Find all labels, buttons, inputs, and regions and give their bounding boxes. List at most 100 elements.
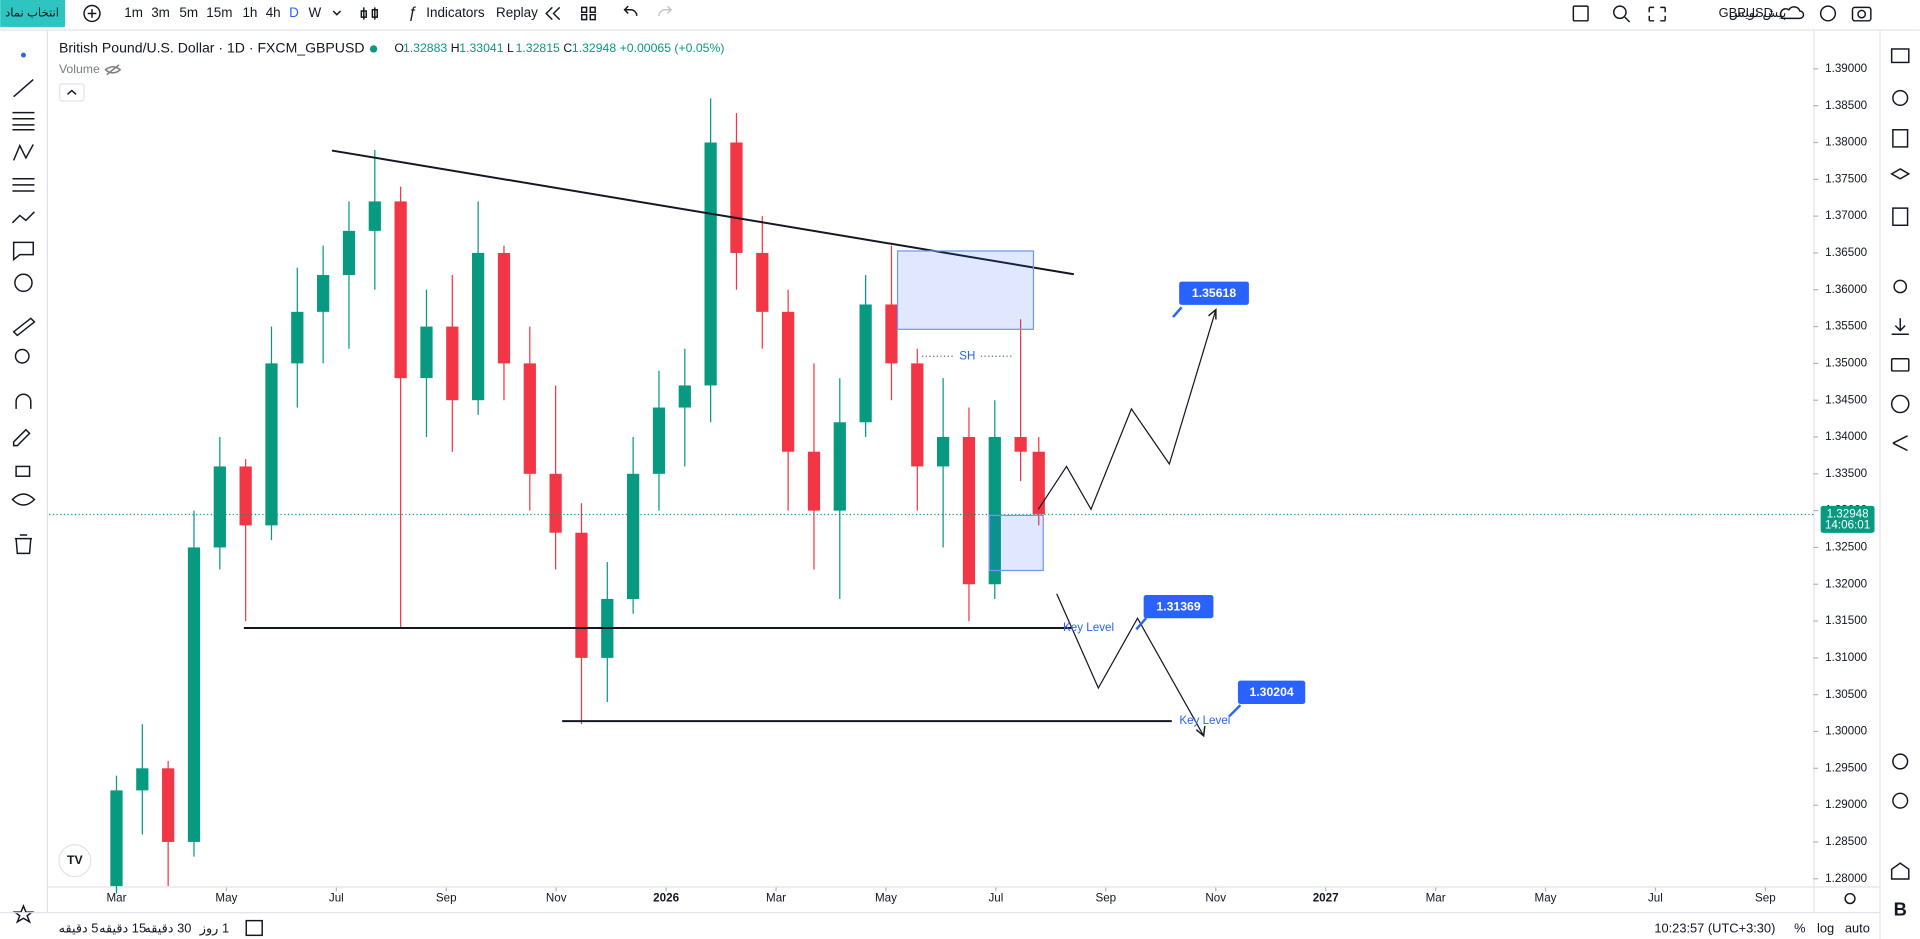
hide-tool[interactable] — [11, 493, 36, 506]
candle-body — [885, 304, 898, 364]
auto-toggle[interactable]: auto — [1845, 921, 1870, 936]
axis-settings-icon[interactable] — [1844, 892, 1856, 905]
y-tick-label: 1.37000 — [1825, 209, 1868, 222]
replay-icon — [545, 6, 561, 21]
magnet-tool[interactable] — [15, 393, 32, 409]
target-label: 1.35618 — [1192, 286, 1236, 300]
key-level-label: Key Level — [1179, 714, 1230, 727]
y-tick-label: 1.31000 — [1825, 651, 1868, 664]
collapse-legend-button[interactable] — [58, 83, 85, 102]
zoom-tool[interactable] — [14, 348, 30, 364]
y-tick-label: 1.30000 — [1825, 725, 1868, 738]
support-icon[interactable] — [1892, 792, 1909, 809]
trendline-tool[interactable] — [13, 79, 34, 98]
alerts-icon[interactable] — [1892, 89, 1909, 107]
plot-area: 1.39000 1.38500 1.38000 1.37500 1.37000 1.365… — [49, 62, 1875, 905]
x-tick-label: Mar — [106, 892, 126, 905]
range-button[interactable]: 1 روز — [199, 921, 229, 937]
indicators-button[interactable]: Indicators — [426, 5, 485, 20]
y-tick-label: 1.34000 — [1825, 430, 1868, 443]
candle-body — [575, 532, 588, 658]
logo-badge[interactable] — [58, 844, 92, 878]
icon-tool[interactable] — [14, 273, 33, 293]
last-price-label: 1.32948 — [1827, 508, 1869, 521]
candle-body — [1032, 451, 1045, 515]
maximize-icon[interactable] — [1648, 6, 1666, 22]
interval-button[interactable]: 3m — [151, 5, 170, 20]
x-tick-label: Nov — [1205, 892, 1226, 905]
market-status-dot — [369, 45, 378, 53]
download-icon[interactable] — [1891, 318, 1909, 335]
settings-side-icon[interactable] — [1893, 279, 1908, 294]
ohlc-key: L — [507, 41, 514, 55]
target-label-box — [1237, 680, 1306, 704]
interval-button[interactable]: W — [308, 5, 321, 20]
candle-body — [652, 407, 666, 474]
ruler-tool[interactable] — [12, 317, 36, 337]
fullscreen-icon[interactable] — [1572, 5, 1589, 22]
pattern-tool[interactable] — [12, 143, 34, 161]
interval-button[interactable]: 15m — [206, 5, 232, 20]
add-symbol-icon[interactable] — [83, 4, 101, 23]
range-button[interactable]: 15 دقیقه — [99, 921, 146, 936]
volume-hidden-icon[interactable] — [104, 64, 122, 76]
favorites-tool[interactable] — [12, 903, 35, 924]
percent-toggle[interactable]: % — [1794, 921, 1805, 936]
settings-icon[interactable] — [1819, 5, 1837, 22]
home-icon[interactable] — [1890, 862, 1910, 880]
candle-body — [239, 466, 252, 526]
x-tick-label: 2026 — [653, 892, 679, 905]
y-tick-label: 1.30500 — [1825, 688, 1868, 701]
x-tick-label: Mar — [766, 892, 786, 905]
candle-body — [704, 142, 717, 386]
share-icon[interactable] — [1892, 435, 1908, 452]
y-tick-label: 1.31500 — [1825, 614, 1868, 627]
interval-button[interactable]: 1m — [124, 5, 143, 20]
candle-body — [368, 201, 381, 231]
interval-button[interactable]: 1h — [242, 5, 257, 20]
notification-icon[interactable] — [1892, 753, 1909, 770]
notes-icon[interactable] — [1892, 129, 1909, 148]
y-tick-label: 1.36500 — [1825, 246, 1868, 259]
interval-button[interactable]: 5m — [179, 5, 198, 20]
date-range-icon[interactable] — [245, 919, 263, 937]
stay-drawing-tool[interactable] — [12, 428, 31, 447]
delete-tool[interactable] — [14, 534, 33, 555]
y-tick-label: 1.36000 — [1825, 283, 1868, 296]
range-button[interactable]: 30 دقیقه — [144, 921, 191, 936]
layers-icon[interactable] — [1890, 168, 1911, 180]
profile-icon[interactable] — [1890, 394, 1910, 414]
chart-type-icon[interactable] — [360, 7, 378, 20]
projection-tool[interactable] — [12, 178, 35, 192]
camera-lens — [1857, 9, 1867, 19]
forecast-tool[interactable] — [11, 211, 35, 224]
top-toolbar — [0, 0, 1920, 30]
range-button[interactable]: 5 دقیقه — [59, 921, 99, 936]
lock-tool[interactable] — [15, 465, 31, 477]
fib-tool[interactable] — [12, 111, 35, 131]
interval-button[interactable]: D — [289, 5, 299, 20]
symbol-label[interactable]: GBPUSD — [1719, 5, 1773, 20]
log-toggle[interactable]: log — [1817, 921, 1834, 936]
search-icon[interactable] — [1613, 5, 1627, 20]
interval-dropdown[interactable] — [332, 10, 342, 16]
watchlist-icon[interactable] — [1890, 48, 1910, 64]
cloud-icon[interactable] — [1779, 6, 1805, 20]
symbol-search-text: انتخاب نماد — [5, 7, 59, 20]
cursor-tool[interactable] — [21, 52, 26, 58]
replay-button[interactable]: Replay — [496, 5, 538, 20]
brush-tool[interactable] — [12, 241, 34, 262]
symbol-search-button[interactable] — [0, 0, 66, 27]
y-tick-label: 1.29000 — [1825, 798, 1868, 811]
layouts-icon[interactable] — [580, 6, 596, 21]
card-icon[interactable] — [1890, 357, 1910, 372]
callout-pointer — [1228, 704, 1242, 718]
bearish-projection — [1056, 593, 1205, 737]
swing-label: SH — [959, 349, 975, 362]
calendar-icon[interactable] — [1892, 207, 1909, 226]
camera-icon[interactable] — [1851, 6, 1872, 22]
key-level-label: Key Level — [1063, 621, 1114, 634]
interval-button[interactable]: 4h — [266, 5, 281, 20]
undo-icon[interactable] — [623, 5, 638, 17]
